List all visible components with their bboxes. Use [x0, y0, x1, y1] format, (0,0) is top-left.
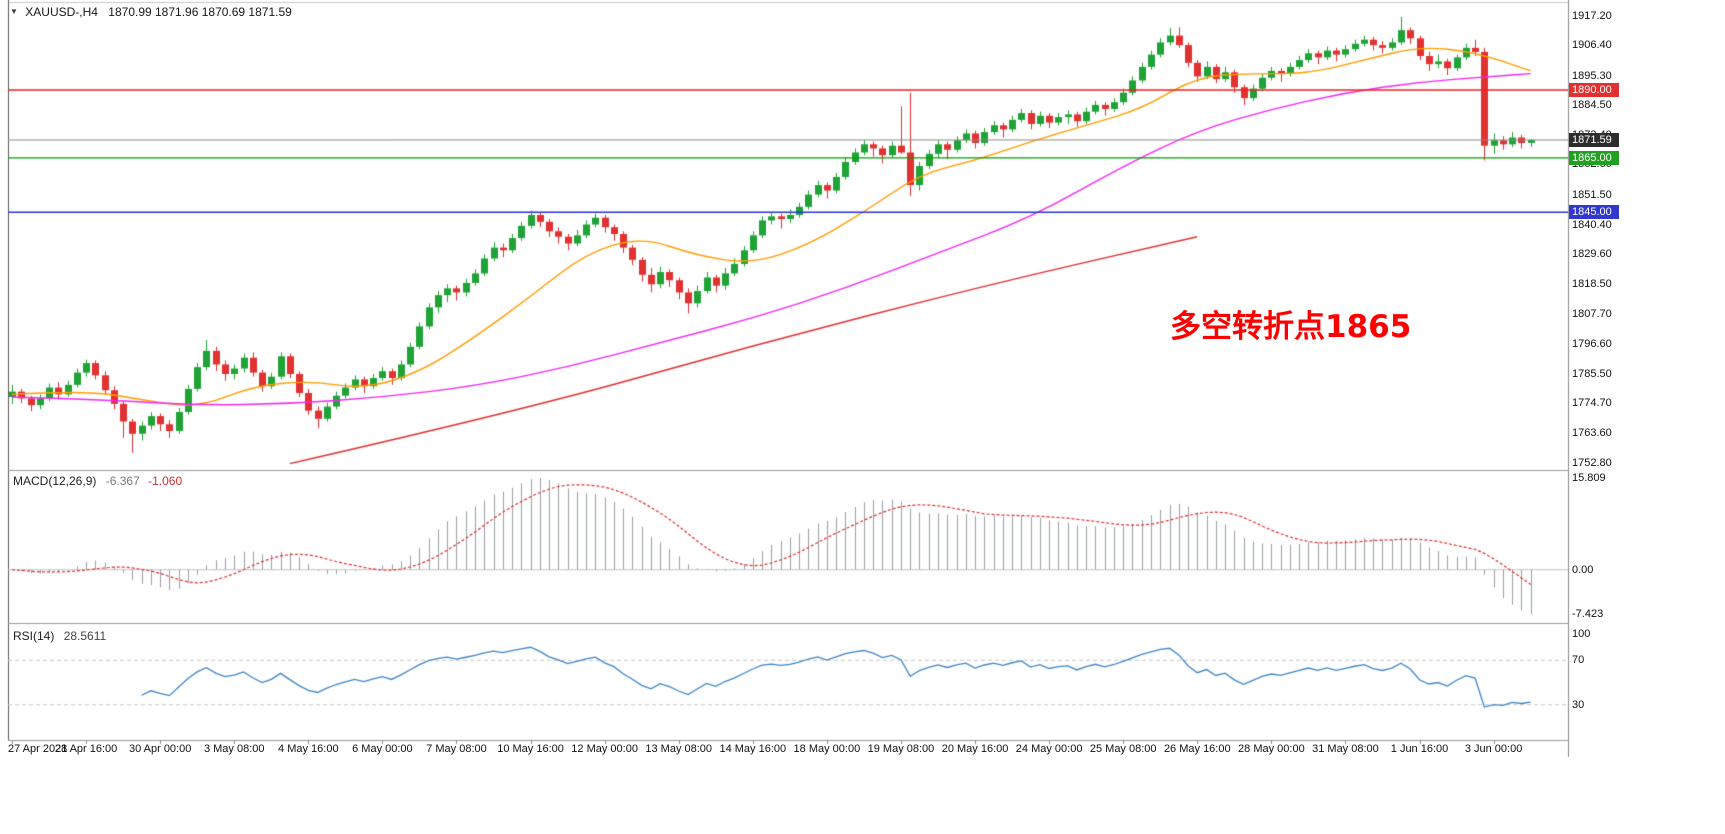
- price-axis-label: 1895.30: [1572, 69, 1612, 82]
- price-axis-label: 1906.40: [1572, 39, 1612, 52]
- rsi-axis-label: 100: [1572, 628, 1591, 640]
- price-axis-label: 1785.50: [1572, 367, 1612, 380]
- time-axis-label: 3 Jun 00:00: [1464, 743, 1523, 755]
- price-axis-label: 1884.50: [1572, 98, 1612, 111]
- price-tag-1845.00[interactable]: 1845.00: [1569, 205, 1619, 220]
- time-axis-label: 18 May 00:00: [793, 743, 861, 755]
- time-axis-label: 24 May 00:00: [1015, 743, 1083, 755]
- price-axis-label: 1818.50: [1572, 278, 1612, 291]
- macd-indicator-label: MACD(12,26,9) -6.367 -1.060: [13, 474, 182, 488]
- time-axis-label: 6 May 00:00: [352, 743, 413, 755]
- time-axis-label: 27 Apr 2021: [8, 743, 68, 755]
- symbol-period-label: XAUUSD-,H4: [25, 5, 98, 19]
- time-axis-label: 30 Apr 00:00: [128, 743, 192, 755]
- time-axis-label: 28 May 00:00: [1238, 743, 1305, 755]
- rsi-axis-label: 70: [1572, 654, 1585, 667]
- price-axis-label: 1807.70: [1572, 307, 1612, 320]
- rsi-value: 28.5611: [63, 629, 107, 643]
- price-tag-1890.00[interactable]: 1890.00: [1569, 82, 1619, 97]
- time-axis-label: 25 May 08:00: [1089, 743, 1157, 755]
- price-axis-label: 1796.60: [1572, 337, 1612, 350]
- time-axis-label: 10 May 16:00: [497, 743, 564, 755]
- time-axis-label: 13 May 08:00: [645, 743, 713, 755]
- price-axis-label: 1840.40: [1572, 218, 1612, 231]
- macd-axis-label: 0.00: [1572, 563, 1594, 576]
- time-axis-label: 26 May 16:00: [1163, 743, 1231, 755]
- time-axis-label: 12 May 00:00: [571, 743, 638, 755]
- rsi-name: RSI(14): [13, 629, 55, 643]
- time-axis-label: 3 May 08:00: [203, 743, 265, 755]
- price-axis-label: 1851.50: [1572, 188, 1612, 201]
- price-axis-label: 1774.70: [1572, 397, 1612, 410]
- time-axis-label: 28 Apr 16:00: [54, 743, 118, 755]
- time-axis-label: 20 May 16:00: [941, 743, 1009, 755]
- ohlc-values: 1870.99 1871.96 1870.69 1871.59: [108, 5, 292, 19]
- time-axis-label: 14 May 16:00: [719, 743, 787, 755]
- macd-axis-label: 15.809: [1572, 472, 1606, 484]
- time-axis-label: 7 May 08:00: [426, 743, 487, 755]
- price-axis-label: 1829.60: [1572, 248, 1612, 261]
- price-axis-label: 1917.20: [1572, 10, 1612, 23]
- time-axis-label: 31 May 08:00: [1312, 743, 1379, 755]
- chart-title: ▼ XAUUSD-,H4 1870.99 1871.96 1870.69 187…: [10, 5, 292, 19]
- macd-main-value: -6.367: [105, 474, 140, 488]
- macd-signal-value: -1.060: [148, 474, 183, 488]
- rsi-axis-label: 30: [1572, 698, 1585, 711]
- macd-name: MACD(12,26,9): [13, 474, 97, 488]
- current-price-tag: 1871.59: [1569, 132, 1619, 147]
- macd-axis-label: -7.423: [1572, 608, 1604, 620]
- rsi-indicator-label: RSI(14) 28.5611: [13, 629, 106, 643]
- time-axis-label: 4 May 16:00: [278, 743, 339, 755]
- price-axis-label: 1763.60: [1572, 427, 1612, 440]
- price-axis-label: 1752.80: [1572, 456, 1612, 469]
- collapse-triangle-icon[interactable]: ▼: [10, 7, 18, 16]
- time-axis-label: 19 May 08:00: [867, 743, 935, 755]
- price-tag-1865.00[interactable]: 1865.00: [1569, 150, 1619, 165]
- time-axis-label: 1 Jun 16:00: [1390, 743, 1449, 755]
- annotation-text: 多空转折点1865: [1170, 309, 1412, 345]
